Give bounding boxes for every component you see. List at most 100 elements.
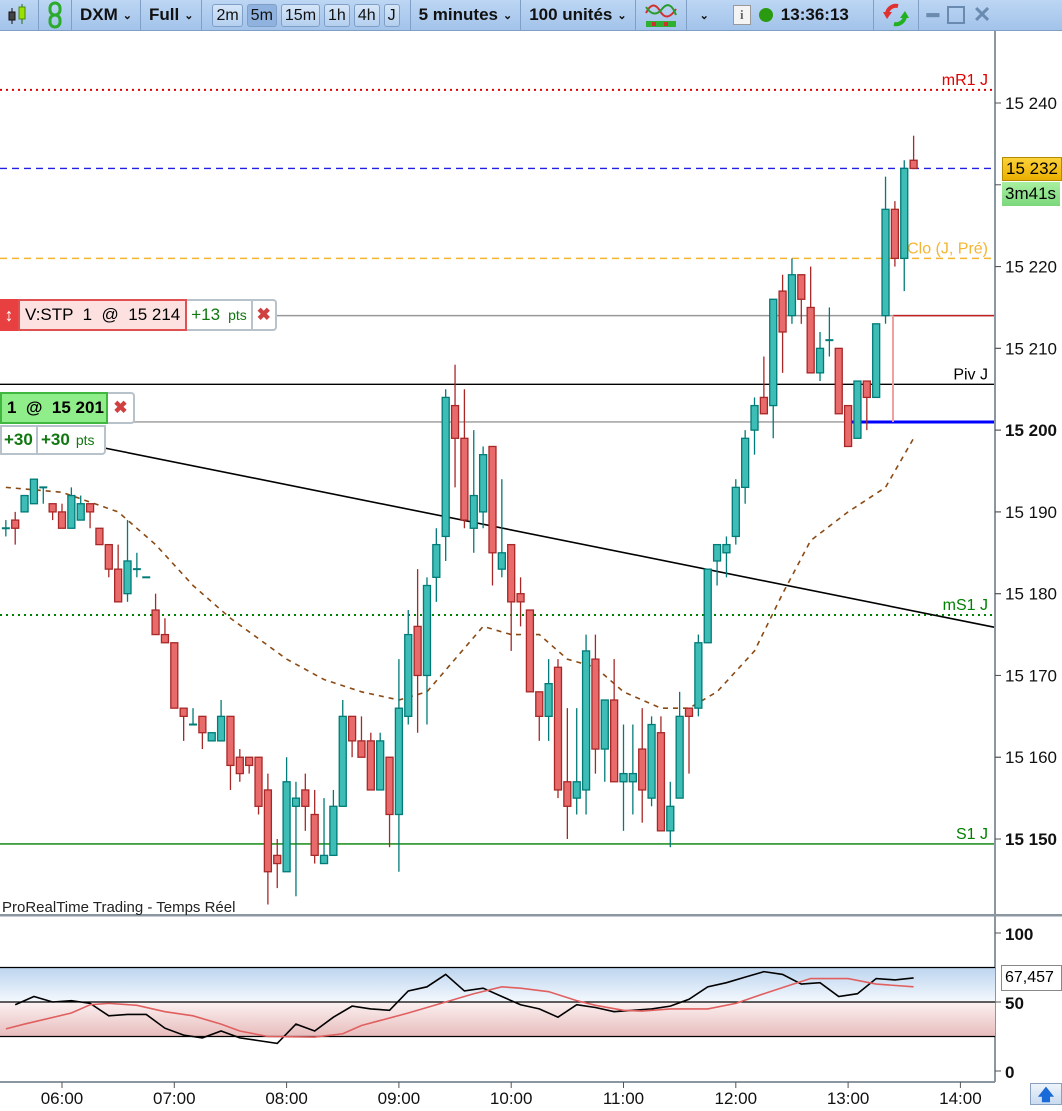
position-tag[interactable]: 1 @ 15 201 ✖ <box>0 392 135 424</box>
candle-body <box>123 560 132 595</box>
candle <box>85 503 95 529</box>
candle <box>179 707 188 741</box>
candle <box>432 528 441 602</box>
close-icon[interactable]: ✕ <box>972 2 992 27</box>
candle <box>235 749 244 782</box>
timeframe-button-2m[interactable]: 2m <box>212 3 243 27</box>
link-icon[interactable] <box>43 1 67 29</box>
symbol-dropdown[interactable]: DXM ⌄ <box>76 5 136 25</box>
candle <box>843 404 853 448</box>
candle <box>806 266 815 374</box>
timeframe-button-5m[interactable]: 5m <box>246 3 277 27</box>
symbol-label: DXM <box>80 5 118 24</box>
candle <box>1 520 10 537</box>
candlestick-icon[interactable] <box>0 2 34 28</box>
indicator-dropdown[interactable]: ⌄ <box>691 9 713 22</box>
candle-body <box>329 805 338 857</box>
y-tick-label: 15 190 <box>1005 503 1057 522</box>
y-tick-label: 15 160 <box>1005 748 1057 767</box>
timeframe-button-4h[interactable]: 4h <box>353 3 380 27</box>
candle <box>207 732 216 742</box>
candle <box>469 430 478 553</box>
candle <box>647 716 656 807</box>
candle <box>123 520 132 602</box>
candle-body <box>909 159 918 170</box>
candle-body <box>609 699 619 783</box>
candle <box>507 543 516 651</box>
candle-body <box>535 691 544 717</box>
candle-body <box>432 543 441 578</box>
candle-body <box>572 781 581 799</box>
x-tick-label: 11:00 <box>603 1089 644 1105</box>
candle-body <box>722 543 731 554</box>
scroll-to-top-icon[interactable]: 🡅 <box>1030 1083 1062 1105</box>
candle-body <box>806 306 815 374</box>
x-tick-label: 06:00 <box>41 1089 84 1105</box>
indicator-icon[interactable] <box>640 1 682 29</box>
stop-order-tag[interactable]: ↕ V:STP 1 @ 15 214 +13 pts ✖ <box>0 299 277 331</box>
candle <box>712 543 722 586</box>
y-tick-label: 15 200 <box>1005 421 1057 440</box>
candle <box>338 699 347 807</box>
divider <box>872 0 874 30</box>
candle-body <box>638 748 647 791</box>
mode-dropdown[interactable]: Full ⌄ <box>145 5 197 25</box>
cancel-order-button[interactable]: ✖ <box>252 299 277 331</box>
candle <box>675 691 684 799</box>
candle <box>39 486 48 504</box>
timeframe-button-J[interactable]: J <box>383 3 400 27</box>
candle-body <box>890 208 900 260</box>
candle <box>67 487 76 529</box>
candle-body <box>301 789 310 807</box>
candle-body <box>376 740 385 791</box>
candle <box>198 715 207 750</box>
units-dropdown[interactable]: 100 unités ⌄ <box>525 5 630 25</box>
current-price-tag: 15 232 <box>1002 157 1062 181</box>
candle <box>245 756 254 774</box>
candle <box>376 732 385 791</box>
candle <box>628 724 638 815</box>
candle-body <box>357 740 366 758</box>
candle-body <box>366 740 375 791</box>
candle-body <box>385 756 394 816</box>
candle-body <box>235 756 244 775</box>
timeframe-button-15m[interactable]: 15m <box>280 3 321 27</box>
candle <box>57 503 67 529</box>
candle-body <box>39 486 48 489</box>
candle <box>95 527 104 546</box>
info-icon[interactable]: i <box>729 5 755 25</box>
close-position-button[interactable]: ✖ <box>108 392 135 424</box>
candle <box>797 274 806 324</box>
candle-body <box>469 494 478 529</box>
candle <box>666 781 675 848</box>
y-tick-label: 15 210 <box>1005 339 1057 358</box>
candle <box>787 258 797 324</box>
level-label: mR1 J <box>942 72 988 89</box>
chart-area[interactable]: mR1 J Clo (J, Pré) Piv J mS1 J S1 J 15 240 15 … <box>0 31 1062 1105</box>
candle-body <box>57 511 67 529</box>
period-dropdown[interactable]: 5 minutes ⌄ <box>415 5 517 25</box>
minimize-icon[interactable]: ━ <box>926 4 939 27</box>
candle-body <box>422 584 432 677</box>
candle <box>11 511 20 545</box>
refresh-icon[interactable] <box>878 2 914 28</box>
candle <box>76 495 85 521</box>
signal-line <box>5 977 914 1038</box>
gain-unit: pts <box>228 307 247 323</box>
drag-arrows-icon[interactable]: ↕ <box>0 299 18 331</box>
candle-body <box>741 437 750 489</box>
candle <box>422 577 432 725</box>
maximize-icon[interactable] <box>943 6 969 24</box>
gain-a: +30 <box>0 425 38 455</box>
timeframe-button-1h[interactable]: 1h <box>324 3 350 27</box>
candle <box>769 298 778 439</box>
candle <box>853 380 862 439</box>
candle-body <box>581 650 591 791</box>
candle <box>478 446 488 529</box>
candle <box>750 397 759 455</box>
moving-average-line <box>5 437 915 709</box>
candle <box>909 135 918 170</box>
candle-body <box>104 543 113 570</box>
y-tick-label: 15 170 <box>1005 666 1057 685</box>
candle <box>609 659 619 783</box>
